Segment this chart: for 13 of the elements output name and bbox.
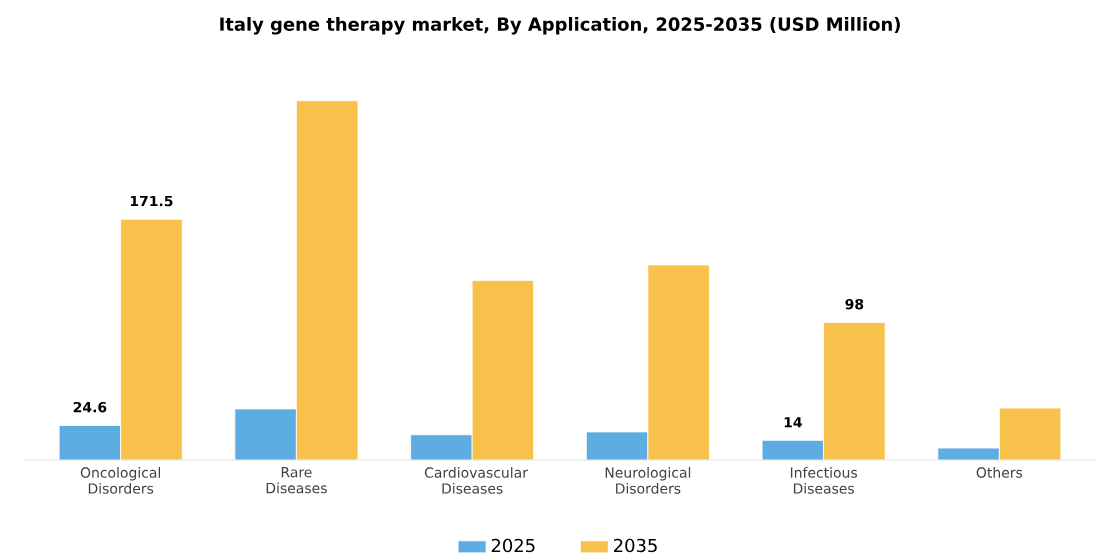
bar [410,434,473,460]
legend-label: 2025 [491,538,535,553]
bar [823,322,886,460]
bar [234,408,297,460]
bar [120,218,183,460]
legend-label: 2035 [614,538,657,553]
bar [58,425,122,460]
bar [647,264,710,460]
bar [998,407,1062,460]
bar [295,100,359,460]
bar [471,279,535,460]
chart-title: Italy gene therapy market, By Application, 2025-2035 (USD Million) [220,17,900,35]
bar [585,431,649,460]
